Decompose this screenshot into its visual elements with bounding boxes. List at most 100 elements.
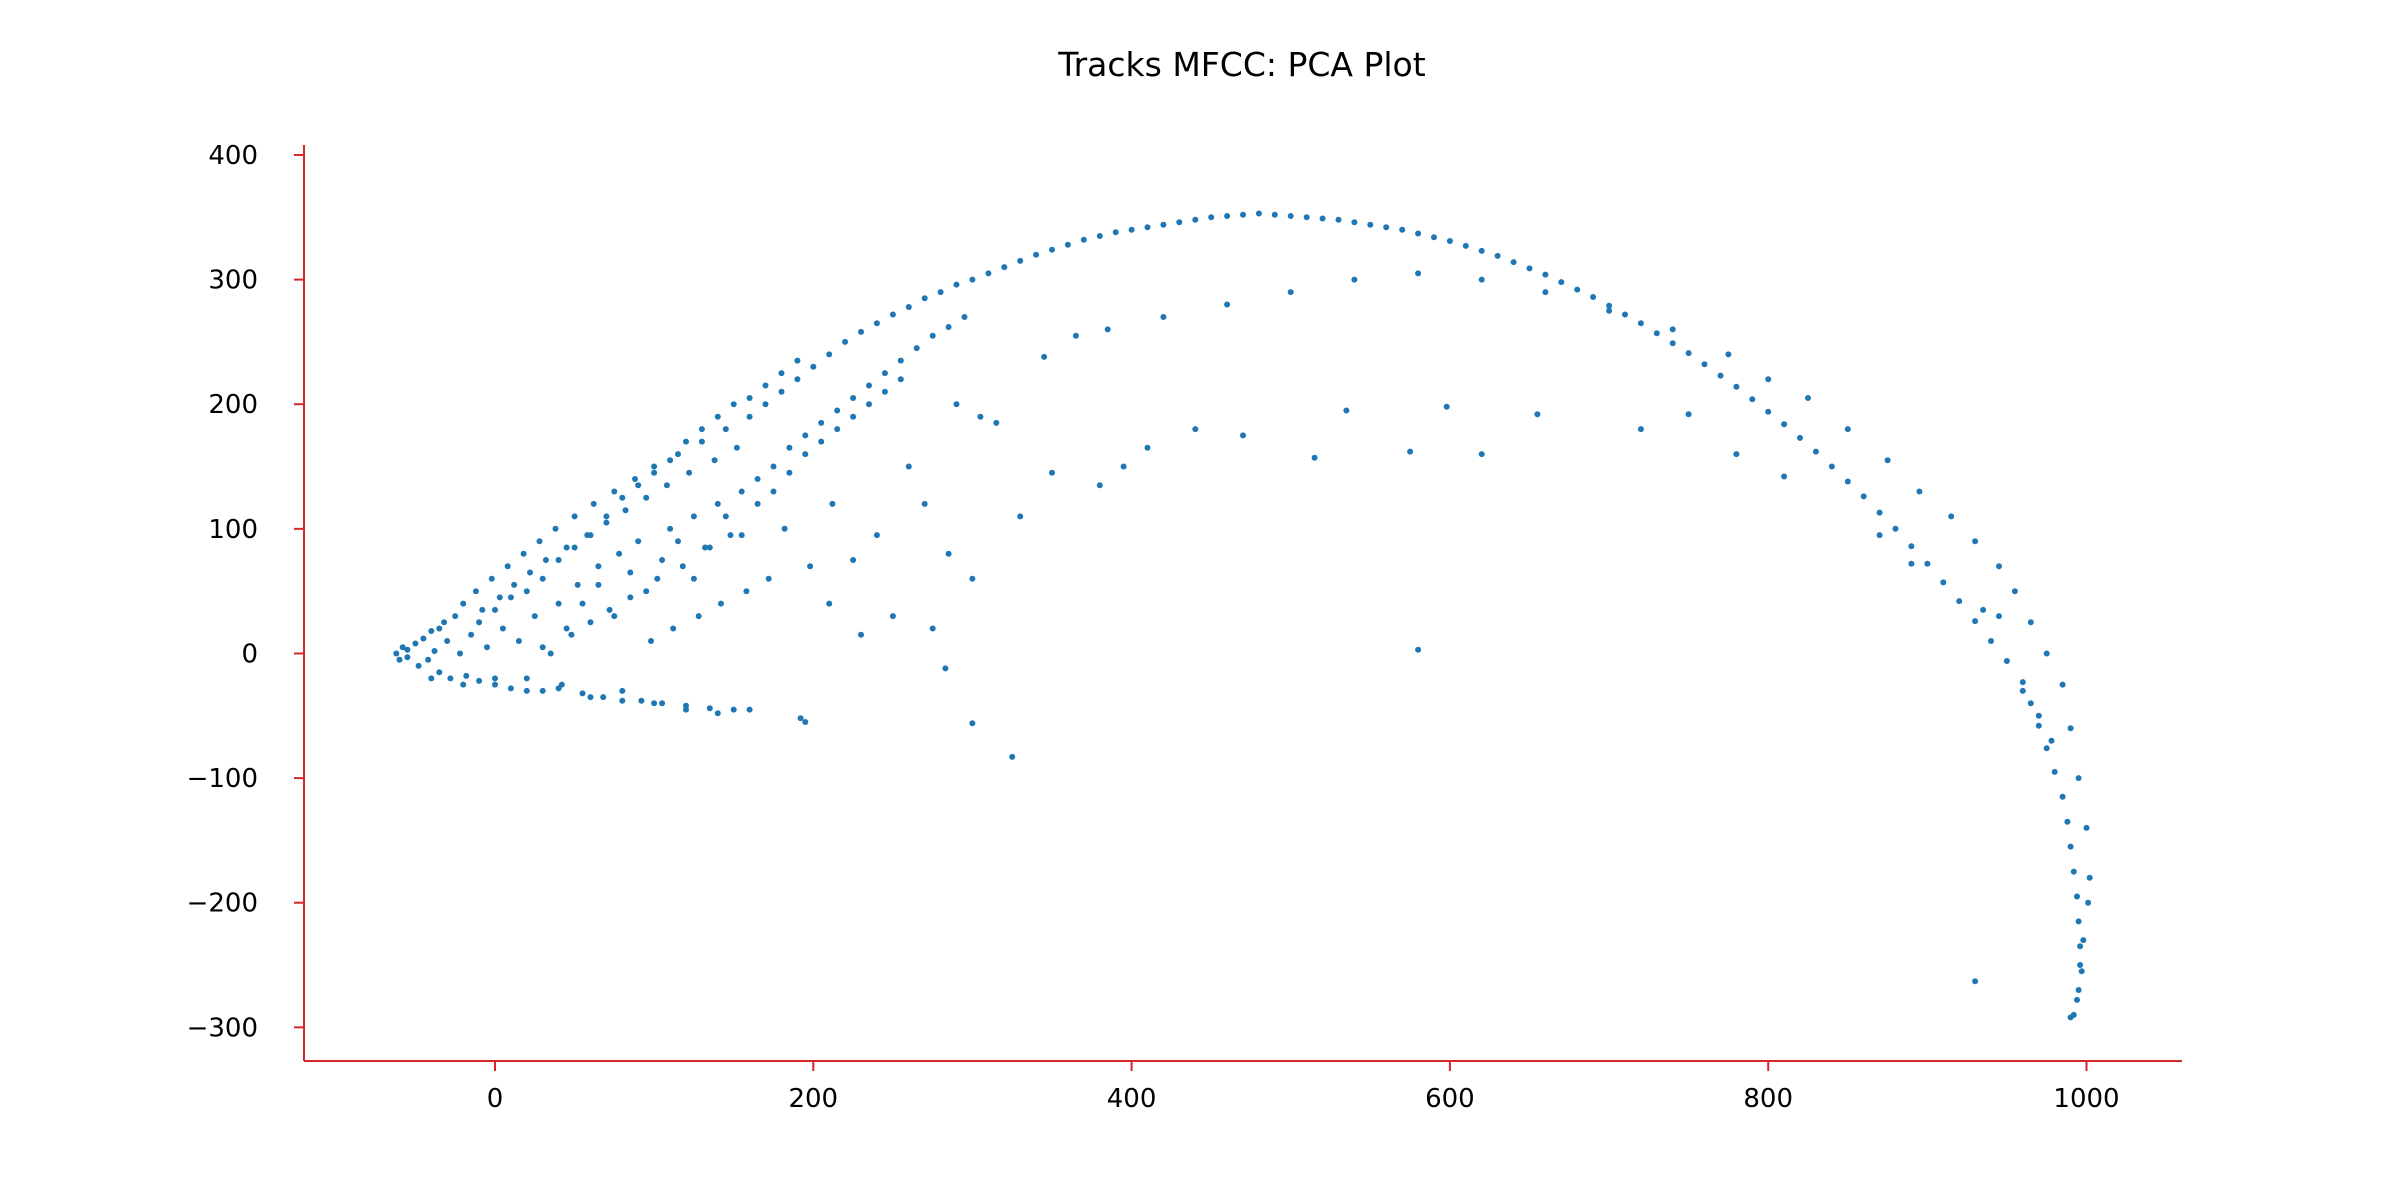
scatter-point <box>834 426 841 433</box>
scatter-point <box>1367 221 1374 228</box>
scatter-point <box>1988 638 1994 644</box>
scatter-point <box>690 513 697 520</box>
scatter-point <box>1240 211 1246 218</box>
scatter-point <box>399 644 406 651</box>
scatter-point <box>1717 372 1724 379</box>
scatter-point <box>1271 211 1278 218</box>
scatter-point <box>547 650 554 657</box>
scatter-point <box>969 720 976 727</box>
scatter-point <box>889 613 896 620</box>
scatter-point <box>714 500 721 507</box>
scatter-point <box>1112 229 1119 236</box>
scatter-point <box>587 619 594 626</box>
scatter-point <box>507 594 514 601</box>
scatter-point <box>985 270 992 277</box>
scatter-point <box>670 625 677 632</box>
scatter-point <box>1335 216 1342 223</box>
scatter-point <box>770 488 777 495</box>
scatter-point <box>627 569 634 576</box>
scatter-point <box>683 438 689 445</box>
scatter-point <box>702 544 709 551</box>
axes <box>303 145 2182 1062</box>
scatter-point <box>590 500 597 507</box>
scatter-point <box>969 575 976 582</box>
x-tick-label: 200 <box>788 1084 838 1114</box>
scatter-point <box>897 357 904 364</box>
scatter-point <box>683 706 689 713</box>
y-tick-label: −200 <box>187 889 258 919</box>
scatter-point <box>1542 271 1549 278</box>
scatter-point <box>1733 451 1740 458</box>
scatter-point <box>730 706 737 713</box>
scatter-point <box>2059 681 2066 688</box>
scatter-point <box>520 550 527 557</box>
scatter-point <box>1494 252 1501 259</box>
scatter-point <box>627 594 634 601</box>
scatter-point <box>1446 238 1453 244</box>
scatter-point <box>651 463 658 470</box>
scatter-point <box>1160 221 1167 228</box>
scatter-point <box>969 276 976 283</box>
scatter-point <box>1319 215 1326 222</box>
scatter-point <box>552 525 559 532</box>
scatter-point <box>794 376 801 383</box>
scatter-point <box>1192 426 1199 433</box>
scatter-point <box>539 644 546 651</box>
scatter-point <box>1996 613 2002 620</box>
scatter-point <box>1828 463 1835 470</box>
scatter-point <box>1972 538 1979 545</box>
scatter-point <box>1606 302 1613 309</box>
scatter-point <box>579 600 586 607</box>
scatter-point <box>492 606 498 613</box>
scatter-point <box>722 513 729 520</box>
scatter-point <box>698 438 705 445</box>
scatter-point <box>667 457 674 464</box>
scatter-point <box>431 648 438 654</box>
scatter-point <box>1996 563 2002 570</box>
scatter-point <box>563 625 570 632</box>
scatter-point <box>1224 301 1231 308</box>
scatter-point <box>1478 247 1485 254</box>
scatter-point <box>1049 246 1055 253</box>
scatter-point <box>1908 560 1915 567</box>
scatter-point <box>754 500 761 507</box>
scatter-point <box>579 690 586 697</box>
scatter-point <box>802 719 809 725</box>
scatter-point <box>542 557 549 563</box>
scatter-point <box>1017 257 1024 264</box>
scatter-point <box>1240 432 1246 439</box>
scatter-point <box>2064 818 2071 825</box>
scatter-point <box>1940 579 1947 586</box>
scatter-point <box>1876 532 1883 539</box>
scatter-point <box>961 314 968 320</box>
scatter-point <box>2019 679 2026 686</box>
scatter-point <box>1120 463 1127 470</box>
scatter-point <box>1669 340 1676 347</box>
scatter-point <box>1924 560 1931 567</box>
scatter-point <box>555 557 562 563</box>
scatter-point <box>1399 226 1406 233</box>
scatter-point <box>762 382 769 389</box>
scatter-point <box>523 675 530 682</box>
scatter-point <box>977 413 984 420</box>
scatter-point <box>834 407 841 414</box>
scatter-point <box>778 388 785 395</box>
scatter-point <box>436 669 443 676</box>
scatter-point <box>523 687 530 694</box>
scatter-point <box>504 563 511 570</box>
scatter-point <box>600 694 607 701</box>
scatter-point <box>404 654 411 661</box>
scatter-point <box>412 640 419 647</box>
scatter-point <box>1685 411 1692 418</box>
scatter-point <box>1980 606 1987 613</box>
scatter-point <box>527 569 533 576</box>
scatter-point <box>415 662 422 669</box>
scatter-point <box>555 600 562 607</box>
scatter-point <box>1781 473 1788 480</box>
scatter-point <box>568 631 575 638</box>
y-tick-label: −300 <box>187 1013 258 1043</box>
scatter-point <box>488 575 495 582</box>
scatter-point <box>476 619 483 626</box>
scatter-point <box>1478 451 1485 458</box>
scatter-point <box>651 469 658 476</box>
